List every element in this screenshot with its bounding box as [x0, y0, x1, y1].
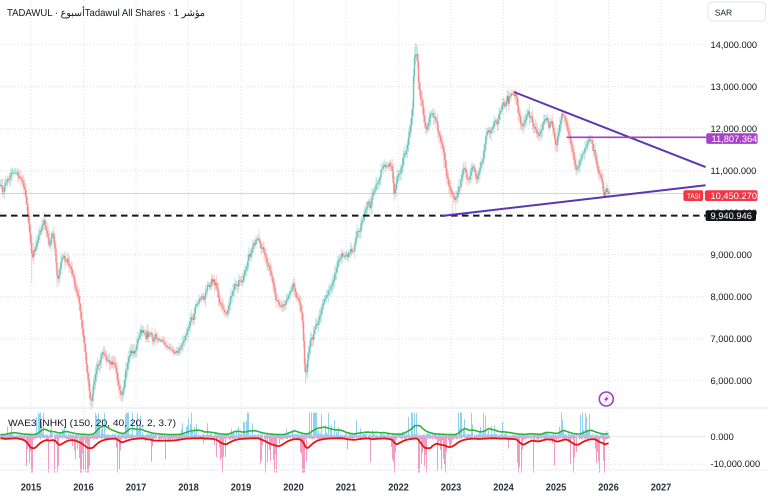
svg-text:7,000.000: 7,000.000: [711, 334, 752, 344]
svg-text:13,000.000: 13,000.000: [711, 82, 758, 92]
svg-text:6,000.000: 6,000.000: [711, 376, 752, 386]
svg-text:2017: 2017: [126, 483, 147, 494]
svg-text:9,940.946: 9,940.946: [711, 211, 752, 221]
svg-text:2020: 2020: [283, 483, 304, 494]
svg-text:12,000.000: 12,000.000: [711, 124, 758, 134]
svg-text:8,000.000: 8,000.000: [711, 292, 752, 302]
svg-text:2024: 2024: [493, 483, 514, 494]
svg-text:2027: 2027: [651, 483, 672, 494]
svg-text:11,807.364: 11,807.364: [712, 134, 758, 144]
svg-text:2015: 2015: [21, 483, 42, 494]
svg-text:TADAWUL · أسبوعTadawul All Sha: TADAWUL · أسبوعTadawul All Shares · 1 مؤ…: [7, 6, 205, 19]
svg-text:2021: 2021: [336, 483, 357, 494]
svg-text:11,000.000: 11,000.000: [711, 166, 757, 176]
svg-text:14,000.000: 14,000.000: [711, 40, 758, 50]
svg-text:9,000.000: 9,000.000: [711, 250, 752, 260]
svg-text:SAR: SAR: [715, 8, 732, 18]
svg-text:2023: 2023: [441, 483, 462, 494]
svg-text:2022: 2022: [388, 483, 409, 494]
svg-text:WAE3 [NHK] (150, 20, 40, 20, 2: WAE3 [NHK] (150, 20, 40, 20, 2, 3.7): [8, 418, 176, 428]
svg-text:2018: 2018: [178, 483, 199, 494]
svg-text:2025: 2025: [546, 483, 567, 494]
svg-text:0.000: 0.000: [711, 432, 734, 442]
svg-text:10,450.270: 10,450.270: [711, 191, 758, 201]
svg-text:2019: 2019: [231, 483, 252, 494]
svg-text:-10,000.000: -10,000.000: [711, 459, 761, 469]
svg-text:2026: 2026: [598, 483, 619, 494]
svg-text:TASI: TASI: [687, 192, 701, 201]
svg-text:2016: 2016: [73, 483, 94, 494]
